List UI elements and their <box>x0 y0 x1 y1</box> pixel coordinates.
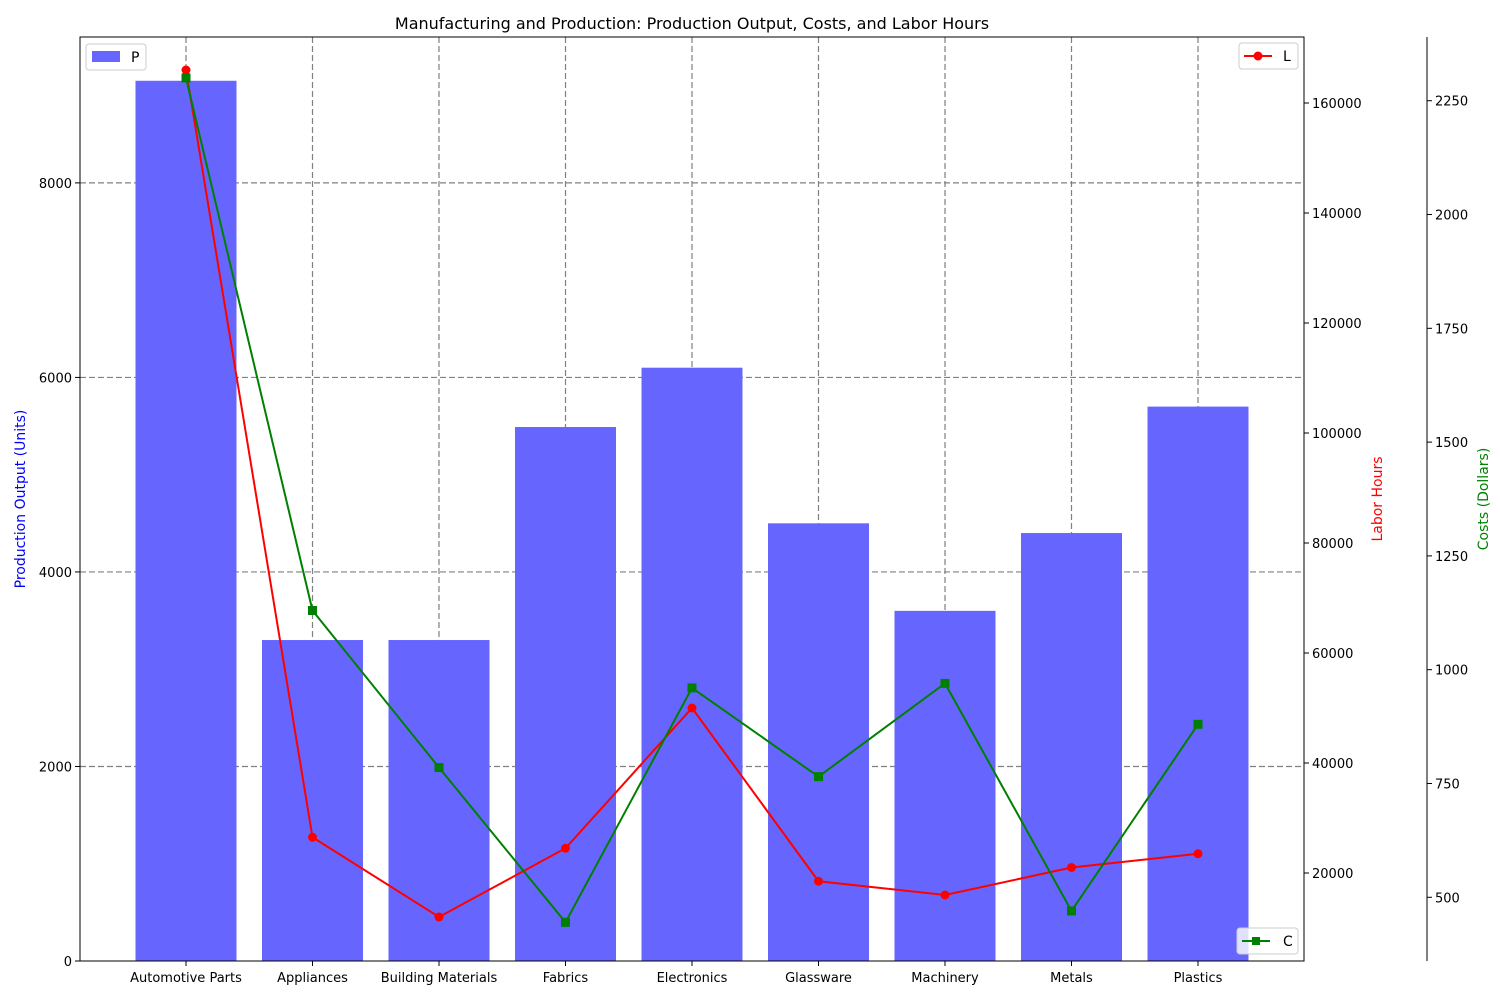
legend-p-label: P <box>131 50 139 66</box>
right-tick-label-3: 80000 <box>1312 537 1353 552</box>
labor-hours-line <box>181 65 1203 922</box>
bar-2 <box>388 640 490 961</box>
x-tick-label-5: Glassware <box>785 971 852 986</box>
bar-0 <box>135 80 237 961</box>
line-l-point-5 <box>814 876 823 886</box>
x-tick-label-2: Building Materials <box>381 971 498 986</box>
line-c-point-2 <box>434 763 444 773</box>
outer-axis-label: Costs (Dollars) <box>1476 448 1492 551</box>
x-tick-label-0: Automotive Parts <box>130 971 242 986</box>
right-tick-label-4: 100000 <box>1312 427 1362 442</box>
outer-tick-label-2: 1000 <box>1435 664 1468 679</box>
outer-tick-label-1: 750 <box>1435 777 1460 792</box>
right-tick-label-0: 20000 <box>1312 867 1353 882</box>
right-tick-label-6: 140000 <box>1312 207 1362 222</box>
legend-l-marker <box>1253 51 1263 61</box>
left-axis-label: Production Output (Units) <box>13 410 29 589</box>
right-tick-label-7: 160000 <box>1312 97 1362 112</box>
right-axis-label: Labor Hours <box>1370 456 1386 541</box>
right-tick-label-5: 120000 <box>1312 317 1362 332</box>
outer-tick-label-5: 1750 <box>1435 322 1468 337</box>
left-tick-label-3: 6000 <box>39 371 72 386</box>
x-tick-label-1: Appliances <box>277 971 348 986</box>
outer-axis-ticks: 500 750 1000 1250 1500 1750 2000 2250 <box>1427 95 1468 906</box>
line-l-point-4 <box>687 703 697 713</box>
right-tick-label-1: 40000 <box>1312 757 1353 772</box>
outer-tick-label-3: 1250 <box>1435 550 1468 565</box>
outer-tick-label-0: 500 <box>1435 891 1460 906</box>
bar-6 <box>894 610 996 961</box>
line-l-point-3 <box>561 843 570 853</box>
bar-8 <box>1147 406 1249 962</box>
left-tick-label-4: 8000 <box>39 177 72 192</box>
left-tick-label-0: 0 <box>64 955 72 970</box>
line-l-point-6 <box>940 890 950 900</box>
legend-p: P <box>85 43 147 71</box>
line-c-point-7 <box>1067 906 1076 916</box>
x-tick-label-3: Fabrics <box>543 971 589 986</box>
line-c-point-5 <box>814 772 823 782</box>
line-c-point-6 <box>940 678 950 688</box>
line-l-point-1 <box>308 832 317 842</box>
left-tick-label-1: 2000 <box>39 760 72 775</box>
bar-1 <box>262 640 363 961</box>
line-l-point-8 <box>1193 849 1203 859</box>
bar-3 <box>515 427 616 961</box>
x-tick-label-7: Metals <box>1050 971 1093 986</box>
right-axis-ticks: 20000 40000 60000 80000 100000 120000 140000 16… <box>1304 97 1362 882</box>
line-c-point-3 <box>561 917 570 927</box>
legend-l: L <box>1238 42 1299 70</box>
costs-line <box>181 73 1203 927</box>
line-c-point-0 <box>181 73 191 83</box>
outer-tick-label-7: 2250 <box>1435 95 1468 110</box>
production-bars <box>135 80 1249 962</box>
line-l-point-2 <box>434 912 444 922</box>
line-c-point-1 <box>308 606 317 616</box>
legend-c-label: C <box>1283 934 1293 950</box>
x-tick-label-6: Machinery <box>911 971 979 986</box>
left-tick-label-2: 4000 <box>39 566 72 581</box>
line-l-point-7 <box>1067 863 1076 872</box>
legend-c: C <box>1236 927 1299 955</box>
chart-title: Manufacturing and Production: Production… <box>395 14 989 33</box>
line-c-point-4 <box>687 683 697 693</box>
outer-tick-label-6: 2000 <box>1435 209 1468 224</box>
outer-tick-label-4: 1500 <box>1435 436 1468 451</box>
legend-l-label: L <box>1283 49 1291 65</box>
bar-4 <box>641 367 743 962</box>
x-tick-label-4: Electronics <box>657 971 728 986</box>
line-c-point-8 <box>1193 719 1203 729</box>
bar-7 <box>1021 533 1122 961</box>
line-l-point-0 <box>181 65 191 75</box>
left-axis-ticks: 0 2000 4000 6000 8000 <box>39 177 80 970</box>
bar-5 <box>768 523 869 961</box>
x-tick-label-8: Plastics <box>1174 971 1223 986</box>
x-axis-ticks: Automotive Parts Appliances Building Mater… <box>130 961 1223 986</box>
legend-c-marker <box>1252 937 1260 945</box>
legend-p-swatch <box>92 51 120 62</box>
right-tick-label-2: 60000 <box>1312 647 1353 662</box>
